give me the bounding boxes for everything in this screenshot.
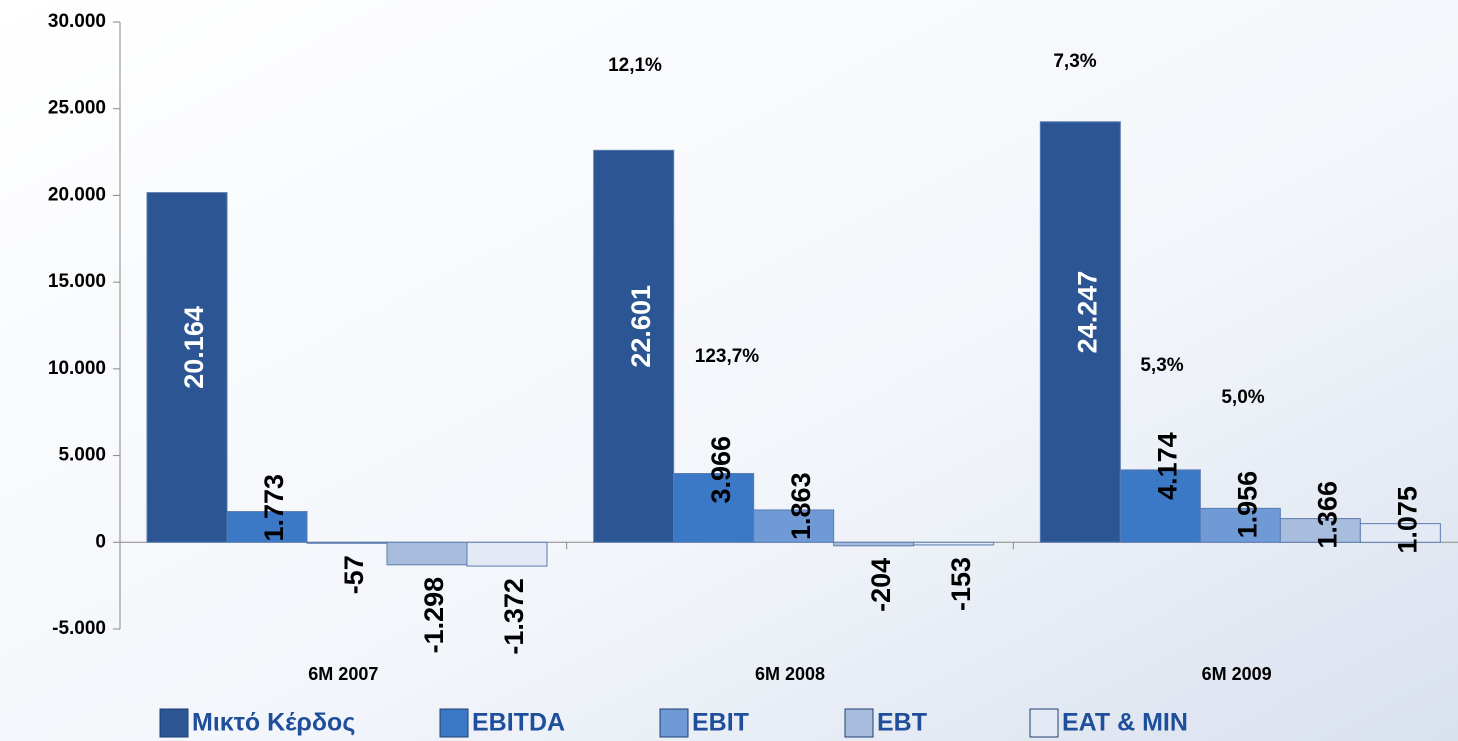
value-label: 22.601 — [626, 285, 656, 368]
x-tick-label: 6M 2007 — [308, 664, 378, 684]
value-label: -153 — [946, 557, 976, 611]
legend-label: EBT — [877, 709, 927, 737]
bar — [1039, 121, 1121, 543]
bar — [386, 541, 468, 566]
bar — [306, 541, 388, 544]
legend-swatch — [844, 708, 874, 738]
y-tick-label: 5.000 — [58, 445, 106, 466]
value-label: 20.164 — [179, 306, 209, 389]
bar — [1119, 469, 1201, 543]
legend-swatch — [1029, 708, 1059, 738]
y-tick-label: 25.000 — [48, 98, 106, 119]
value-label: -1.372 — [499, 578, 529, 655]
value-label: -204 — [866, 558, 896, 612]
x-tick-label: 6M 2009 — [1202, 664, 1272, 684]
bar — [673, 473, 755, 543]
value-label: 1.366 — [1312, 481, 1342, 549]
bar — [1199, 507, 1281, 543]
legend-label: EBITDA — [472, 709, 565, 737]
legend-swatch — [439, 708, 469, 738]
legend-swatch — [659, 708, 689, 738]
bar — [833, 541, 915, 547]
value-label: 1.863 — [786, 472, 816, 540]
x-tick-label: 6M 2008 — [755, 664, 825, 684]
y-tick-label: -5.000 — [52, 618, 106, 639]
bar — [1359, 523, 1441, 543]
annotation: 5,3% — [1140, 355, 1183, 376]
value-label: -57 — [339, 555, 369, 594]
legend-swatch — [159, 708, 189, 738]
bar — [226, 511, 308, 543]
value-label: 1.956 — [1232, 471, 1262, 539]
value-label: -1.298 — [419, 577, 449, 654]
annotation: 5,0% — [1221, 387, 1264, 408]
bar — [146, 192, 228, 543]
y-tick-label: 30.000 — [48, 11, 106, 32]
bar — [753, 509, 835, 543]
value-label: 3.966 — [706, 436, 736, 504]
y-tick-label: 10.000 — [48, 358, 106, 379]
legend-label: Μικτό Κέρδος — [192, 709, 355, 737]
bar — [913, 541, 995, 546]
legend-label: EBIT — [692, 709, 749, 737]
value-label: 1.075 — [1392, 486, 1422, 554]
annotation: 123,7% — [695, 346, 760, 367]
bar — [593, 149, 675, 543]
legend-label: EAT & MIN — [1062, 709, 1188, 737]
y-tick-label: 0 — [95, 531, 106, 552]
value-label: 24.247 — [1072, 271, 1102, 354]
y-tick-label: 20.000 — [48, 184, 106, 205]
y-tick-label: 15.000 — [48, 271, 106, 292]
annotation: 7,3% — [1053, 51, 1096, 72]
value-label: 4.174 — [1152, 432, 1182, 500]
bar — [466, 541, 548, 567]
value-label: 1.773 — [259, 474, 289, 542]
annotation: 12,1% — [608, 55, 662, 76]
